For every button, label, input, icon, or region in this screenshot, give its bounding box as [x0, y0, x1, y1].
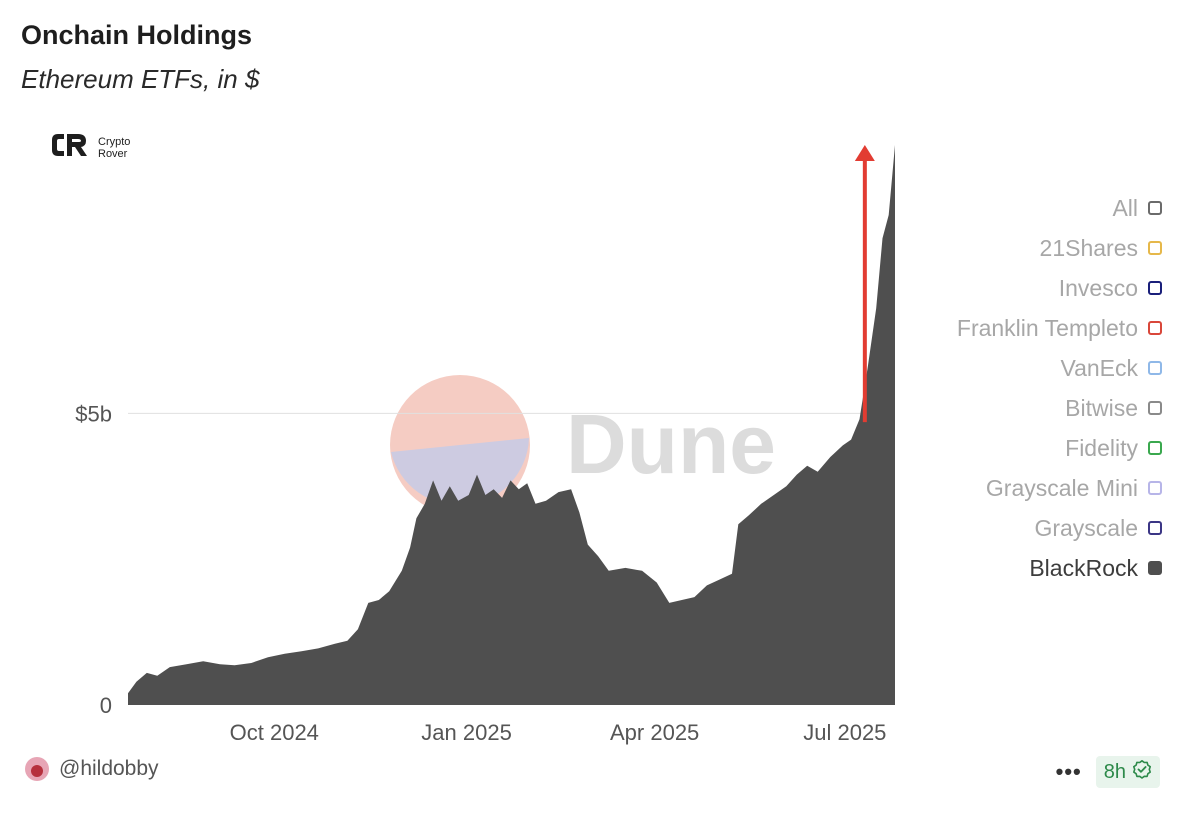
legend-checkbox[interactable] [1148, 561, 1162, 575]
annotation-arrow-head [854, 145, 875, 161]
annotations [854, 145, 875, 423]
x-tick-label: Jan 2025 [421, 720, 512, 745]
legend-checkbox[interactable] [1148, 241, 1162, 255]
legend-label: 21Shares [1039, 234, 1138, 261]
legend-checkbox[interactable] [1148, 441, 1162, 455]
x-tick-label: Jul 2025 [803, 720, 886, 745]
legend-label: Invesco [1058, 274, 1138, 301]
x-axis: Oct 2024 Jan 2025 Apr 2025 Jul 2025 [230, 720, 887, 745]
legend-item[interactable]: Invesco [862, 268, 1162, 308]
check-circle-icon [1132, 759, 1152, 785]
plot-area [128, 145, 895, 705]
crypto-rover-logo-icon [50, 131, 90, 164]
legend-label: Fidelity [1065, 434, 1138, 461]
brand-line-2: Rover [98, 147, 128, 160]
refresh-time: 8h [1103, 760, 1126, 783]
legend-label: VanEck [1060, 354, 1138, 381]
y-tick-label: 0 [100, 693, 112, 718]
legend-checkbox[interactable] [1148, 361, 1162, 375]
legend-checkbox[interactable] [1148, 521, 1162, 535]
legend-checkbox[interactable] [1148, 321, 1162, 335]
legend-item[interactable]: All [862, 188, 1162, 228]
brand-line-1: Crypto [98, 135, 131, 148]
legend-label: Franklin Templeto [956, 314, 1138, 341]
legend-checkbox[interactable] [1148, 401, 1162, 415]
crypto-rover-logo: Crypto Rover [50, 131, 130, 164]
avatar-icon [25, 757, 49, 781]
refresh-time-badge[interactable]: 8h [1095, 756, 1160, 788]
legend-item[interactable]: Grayscale [862, 508, 1162, 548]
legend-checkbox[interactable] [1148, 481, 1162, 495]
dune-watermark: Dune [390, 375, 776, 515]
legend-label: BlackRock [1029, 554, 1138, 581]
legend-item[interactable]: 21Shares [862, 228, 1162, 268]
legend: All 21Shares Invesco Franklin Templeto VanEc… [862, 188, 1162, 588]
legend-item[interactable]: Grayscale Mini [862, 468, 1162, 508]
x-tick-label: Apr 2025 [610, 720, 699, 745]
legend-checkbox[interactable] [1148, 201, 1162, 215]
legend-item[interactable]: Bitwise [862, 388, 1162, 428]
chart-subtitle: Ethereum ETFs, in $ [21, 64, 260, 94]
legend-checkbox[interactable] [1148, 281, 1162, 295]
legend-label: Bitwise [1065, 394, 1138, 421]
y-tick-label: $5b [75, 401, 112, 426]
watermark-text: Dune [566, 397, 776, 491]
footer-actions: ••• 8h [1056, 756, 1160, 788]
author[interactable]: @hildobby [25, 757, 159, 781]
legend-label: All [1112, 194, 1138, 221]
x-tick-label: Oct 2024 [230, 720, 319, 745]
series-area-blackrock [128, 145, 895, 705]
legend-label: Grayscale [1034, 514, 1138, 541]
username[interactable]: @hildobby [59, 757, 159, 780]
legend-item[interactable]: Fidelity [862, 428, 1162, 468]
y-axis: 0 $5b [75, 401, 112, 718]
legend-item[interactable]: VanEck [862, 348, 1162, 388]
area-chart: Dune 0 $5b Oct 2024 Jan 2025 Apr 2025 Jul 20… [75, 145, 895, 745]
legend-label: Grayscale Mini [985, 474, 1138, 501]
legend-item[interactable]: BlackRock [862, 548, 1162, 588]
legend-item[interactable]: Franklin Templeto [862, 308, 1162, 348]
chart-title: Onchain Holdings [21, 20, 253, 50]
more-options-button[interactable]: ••• [1055, 759, 1082, 784]
